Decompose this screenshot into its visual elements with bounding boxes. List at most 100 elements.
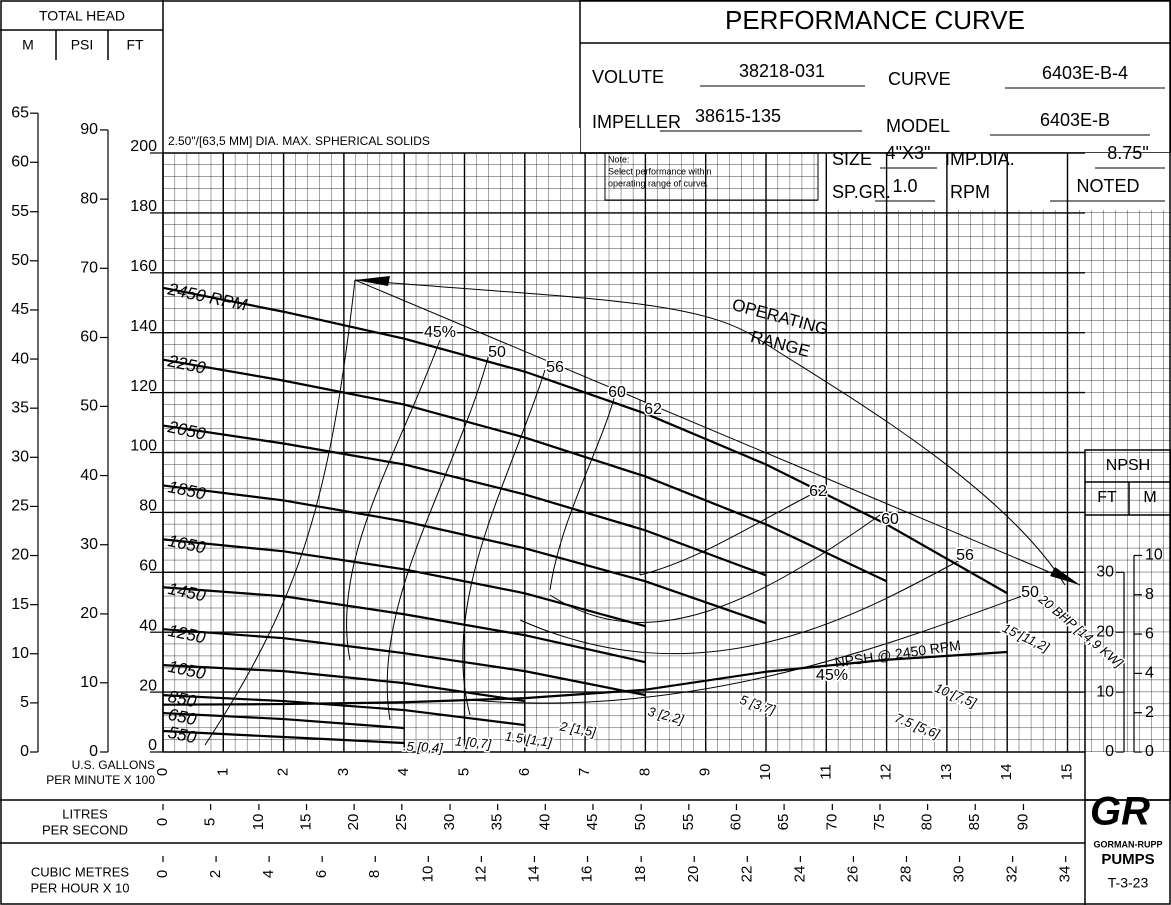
x-tick-label: 10 xyxy=(757,764,774,781)
y2-tick-label: 0 xyxy=(1145,743,1154,760)
y-tick-label: 15 xyxy=(11,596,29,613)
head-curve xyxy=(162,693,525,727)
x-tick-label: 32 xyxy=(1004,866,1021,883)
x-tick-label: 75 xyxy=(871,814,888,831)
field-label: SP.GR. xyxy=(832,182,891,202)
y-tick-label: 10 xyxy=(11,645,29,662)
efficiency-label: 50 xyxy=(1021,584,1039,601)
head-curve xyxy=(162,424,767,577)
npsh-m-title: M xyxy=(1143,489,1156,506)
y-tick-label: 5 xyxy=(20,694,29,711)
x-tick-label: 11 xyxy=(817,764,834,780)
x-tick-label: 6 xyxy=(516,768,533,776)
x-tick-label: 28 xyxy=(897,866,914,883)
y-tick-label: 60 xyxy=(11,154,29,171)
y-tick-label: 55 xyxy=(11,203,29,220)
x-tick-label: 50 xyxy=(632,814,649,831)
y-tick-label: 20 xyxy=(139,677,157,694)
y-tick-label: 80 xyxy=(80,190,98,207)
x-tick-label: 90 xyxy=(1014,814,1031,831)
y-tick-label: 40 xyxy=(11,350,29,367)
x-tick-label: 14 xyxy=(525,866,542,883)
x-tick-label: 2 xyxy=(207,870,224,878)
x-tick-label: 3 xyxy=(335,768,352,776)
x-tick-label: 12 xyxy=(878,764,895,781)
x-tick-label: 22 xyxy=(738,866,755,883)
x-tick-label: 12 xyxy=(472,866,489,883)
field-value: 38615-135 xyxy=(695,106,781,126)
y-tick-label: 40 xyxy=(80,467,98,484)
header-title: PERFORMANCE CURVE xyxy=(725,5,1025,35)
field-label: SIZE xyxy=(832,149,872,169)
field-label: CURVE xyxy=(888,69,951,89)
y-tick-label: 160 xyxy=(130,258,157,275)
field-label: IMPELLER xyxy=(592,112,681,132)
note: operating range of curve. xyxy=(608,178,708,188)
x-tick-label: 26 xyxy=(844,866,861,883)
y-tick-label: 0 xyxy=(89,743,98,760)
efficiency-label: 56 xyxy=(546,359,564,376)
head-curve xyxy=(162,729,405,745)
x-tick-label: 35 xyxy=(489,814,506,831)
head-curve xyxy=(162,711,405,730)
head-curve xyxy=(162,538,646,628)
x-tick-label: 4 xyxy=(260,870,277,878)
efficiency-label: 60 xyxy=(608,384,626,401)
x-tick-label: 13 xyxy=(938,764,955,781)
x-tick-label: 85 xyxy=(966,814,983,831)
efficiency-label: 56 xyxy=(956,547,974,564)
note: Note: xyxy=(608,154,630,164)
y-tick-label: 60 xyxy=(80,329,98,346)
field-value: 38218-031 xyxy=(739,61,825,81)
field-label: VOLUTE xyxy=(592,67,664,87)
efficiency-label: 45% xyxy=(816,667,848,684)
x-tick-label: 30 xyxy=(441,814,458,831)
y-tick-label: 180 xyxy=(130,198,157,215)
y2-tick-label: 20 xyxy=(1096,623,1114,640)
efficiency-label: 45% xyxy=(424,324,456,341)
logo-mark: GR xyxy=(1090,790,1150,834)
head-curve xyxy=(162,286,1008,595)
field-value: 4"X3" xyxy=(886,143,931,163)
y-tick-label: 50 xyxy=(80,398,98,415)
y2-tick-label: 4 xyxy=(1145,665,1154,682)
y-tick-label: 0 xyxy=(20,743,29,760)
y2-tick-label: 10 xyxy=(1145,547,1163,564)
m3h-title: CUBIC METRES xyxy=(31,864,130,879)
x-tick-label: 10 xyxy=(250,814,267,831)
x-tick-label: 8 xyxy=(636,768,653,776)
x-tick-label: 6 xyxy=(313,870,330,878)
y-tick-label: 140 xyxy=(130,318,157,335)
efficiency-curves xyxy=(204,279,1066,746)
note: Select performance within xyxy=(608,166,712,176)
total-head: TOTAL HEAD xyxy=(39,8,125,24)
operating-range-line xyxy=(354,279,1081,586)
efficiency-label: 62 xyxy=(644,401,662,418)
field-value: 6403E-B xyxy=(1040,110,1110,130)
head-curve xyxy=(162,664,525,703)
y-tick-label: 45 xyxy=(11,301,29,318)
y-tick-label: 40 xyxy=(139,617,157,634)
y-tick-label: 10 xyxy=(80,674,98,691)
y-tick-label: 30 xyxy=(11,449,29,466)
lps-title: PER SECOND xyxy=(42,822,128,837)
solids-note: 2.50"/[63,5 MM] DIA. MAX. SPHERICAL SOLI… xyxy=(168,134,430,148)
field-label: RPM xyxy=(950,182,990,202)
x-tick-label: 5 xyxy=(202,818,219,826)
y-tick-label: 70 xyxy=(80,260,98,277)
arrow-head xyxy=(1050,567,1080,585)
x-tick-label: 15 xyxy=(1058,764,1075,781)
x-axis-title: U.S. GALLONS xyxy=(72,758,155,772)
m-axis-title: M xyxy=(22,37,34,53)
head-curve xyxy=(162,628,646,697)
y-tick-label: 200 xyxy=(130,138,157,155)
y2-tick-label: 8 xyxy=(1145,586,1154,603)
x-tick-label: 45 xyxy=(584,814,601,831)
x-tick-label: 15 xyxy=(297,814,314,831)
x-tick-label: 34 xyxy=(1057,866,1074,883)
arrow-head xyxy=(355,276,390,286)
psi-axis-title: PSI xyxy=(71,37,94,53)
head-curve xyxy=(162,586,646,664)
field-label: IMP.DIA. xyxy=(945,149,1015,169)
